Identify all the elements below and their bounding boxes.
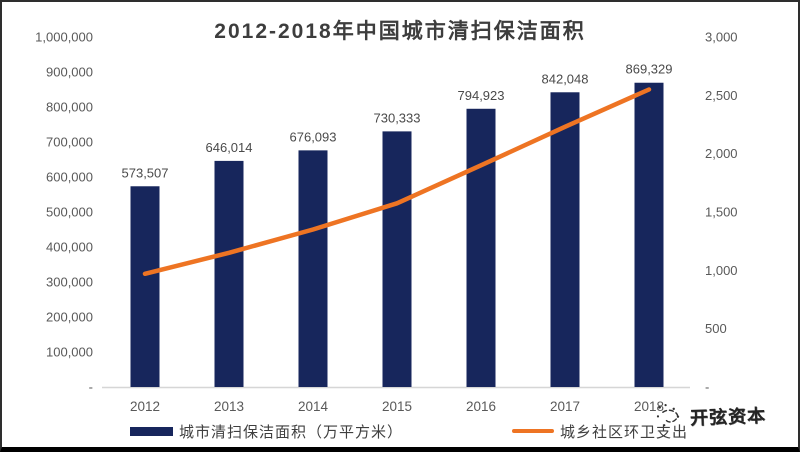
bar-2017: [550, 92, 580, 387]
x-axis-label-2018: 2018: [634, 399, 664, 414]
chart-title: 2012-2018年中国城市清扫保洁面积: [214, 20, 586, 43]
bar-2015: [382, 131, 412, 387]
bar-value-label-2017: 842,048: [542, 71, 589, 86]
right-axis-tick-label: 3,000: [705, 30, 738, 45]
bar-value-label-2013: 646,014: [206, 140, 253, 155]
x-axis-label-2016: 2016: [466, 399, 496, 414]
right-axis-tick-label: 500: [705, 321, 727, 336]
bar-value-label-2016: 794,923: [458, 88, 505, 103]
bar-value-label-2014: 676,093: [290, 129, 337, 144]
x-axis-label-2014: 2014: [298, 399, 329, 414]
left-axis-tick-label: 800,000: [46, 100, 93, 115]
legend-item-bar-series: 城市清扫保洁面积（万平方米）: [130, 423, 404, 441]
right-axis-tick-label: -: [705, 380, 709, 395]
bar-2018: [634, 82, 664, 387]
left-axis-tick-label: 600,000: [46, 170, 93, 185]
right-axis-tick-label: 1,000: [705, 263, 738, 278]
right-axis-tick-label: 2,500: [705, 88, 738, 103]
x-axis-label-2017: 2017: [550, 399, 580, 414]
bar-value-label-2015: 730,333: [374, 110, 421, 125]
left-axis-tick-label: 700,000: [46, 135, 93, 150]
chart-canvas: 1,000,000 900,000 800,000 700,000 600,000 500…: [35, 30, 738, 415]
bar-value-label-2012: 573,507: [122, 165, 169, 180]
left-axis-tick-label: 500,000: [46, 205, 93, 220]
right-axis-tick-label: 1,500: [705, 205, 738, 220]
bar-2016: [466, 108, 496, 387]
bar-2014: [298, 150, 328, 387]
bar-2012: [130, 186, 160, 387]
left-axis-tick-label: 100,000: [46, 345, 93, 360]
left-axis-tick-label: -: [89, 380, 93, 395]
left-axis-tick-label: 200,000: [46, 310, 93, 325]
bar-series-swatch: [130, 426, 173, 436]
right-axis-tick-label: 2,000: [705, 146, 738, 161]
left-axis-tick-label: 900,000: [46, 65, 93, 80]
line-series-legend-label: 城乡社区环卫支出: [560, 423, 689, 441]
bar-series-legend-label: 城市清扫保洁面积（万平方米）: [179, 423, 404, 441]
legend-item-line-series: 城乡社区环卫支出: [512, 423, 689, 441]
line-series-swatch: [512, 429, 554, 433]
x-axis-label-2012: 2012: [130, 399, 160, 414]
left-axis-tick-label: 400,000: [46, 240, 93, 255]
x-axis-label-2013: 2013: [214, 399, 244, 414]
line-series-path: [142, 87, 652, 277]
bar-2013: [214, 160, 244, 387]
x-axis-label-2015: 2015: [382, 399, 412, 414]
left-axis-tick-label: 300,000: [46, 275, 93, 290]
bar-value-label-2018: 869,329: [626, 62, 673, 77]
left-axis-tick-label: 1,000,000: [35, 30, 93, 45]
